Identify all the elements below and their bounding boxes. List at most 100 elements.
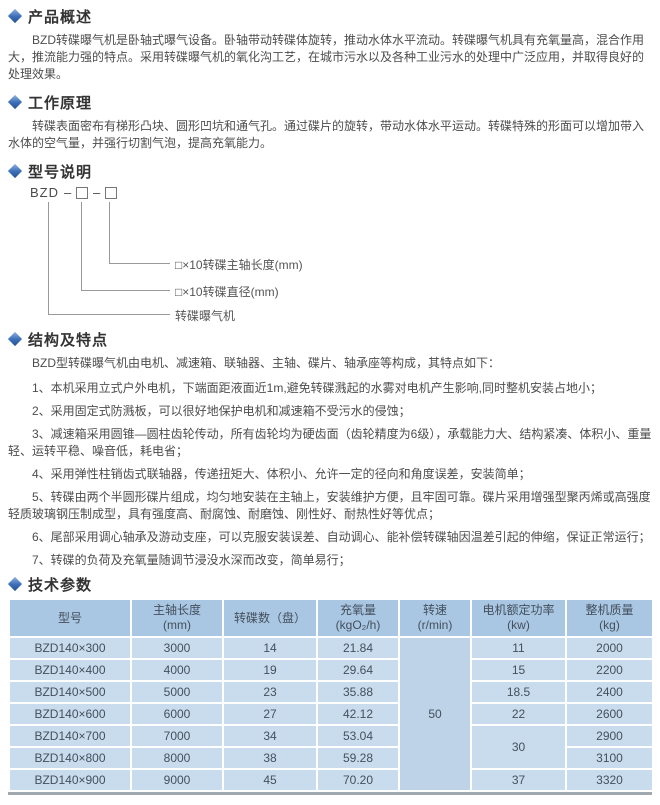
table-row: BZD140×600 6000 27 42.12 22 2600 [8,702,654,726]
col-header-mass: 整机质量 (kg) [565,598,654,638]
table-row: BZD140×800 8000 38 59.28 3100 [8,746,654,770]
connector-line [109,263,170,264]
section-header-specs: 技术参数 [7,575,652,594]
cell-power-merged: 30 [470,724,567,770]
cell-discs: 23 [222,680,318,704]
cell-oxygen: 53.04 [316,724,400,748]
diamond-bullet-icon [7,331,23,347]
connector-line [48,314,170,315]
diamond-bullet-icon [7,163,23,179]
connector-line [81,290,170,291]
cell-discs: 38 [222,746,318,770]
feature-item-4: 4、采用弹性柱销齿式联轴器，传递扭矩大、体积小、允许一定的径向和角度误差，安装简… [32,467,531,481]
cell-power: 15 [470,658,567,682]
connector-line [48,202,49,314]
cell-speed-merged: 50 [398,636,472,792]
model-prefix: BZD [30,185,59,200]
section-header-principle: 工作原理 [7,93,652,112]
feature-item-6: 6、尾部采用调心轴承及游动支座，可以克服安装误差、自动调心、能补偿转碟轴因温差引… [32,530,651,544]
cell-power: 22 [470,702,567,726]
cell-model: BZD140×700 [8,724,132,748]
model-label-diameter: □×10转碟直径(mm) [175,285,279,299]
features-intro: BZD型转碟曝气机由电机、减速箱、联轴器、主轴、碟片、轴承座等构成，其特点如下： [32,356,501,370]
section-header-overview: 产品概述 [7,7,652,26]
table-row: BZD140×900 9000 45 70.20 37 3320 [8,768,654,792]
section-title-specs: 技术参数 [28,576,93,594]
model-label-shaft-length: □×10转碟主轴长度(mm) [175,258,303,272]
cell-model: BZD140×400 [8,658,132,682]
cell-mass: 2000 [565,636,654,660]
diamond-bullet-icon [7,576,23,592]
section-title-principle: 工作原理 [28,94,93,112]
overview-paragraph: BZD转碟曝气机是卧轴式曝气设备。卧轴带动转碟体旋转，推动水体水平流动。转碟曝气… [8,33,645,81]
cell-mass: 2400 [565,680,654,704]
cell-shaft: 8000 [130,746,224,770]
cell-model: BZD140×600 [8,702,132,726]
cell-shaft: 5000 [130,680,224,704]
principle-paragraph: 转碟表面密布有梯形凸块、圆形凹坑和通气孔。通过碟片的旋转，带动水体水平运动。转碟… [8,119,645,150]
feature-item-1: 1、本机采用立式户外电机，下端面距液面近1m,避免转碟溅起的水雾对电机产生影响,… [32,381,603,395]
feature-item-3: 3、减速箱采用圆锥—圆柱齿轮传动，所有齿轮均为硬齿面（齿轮精度为6级），承载能力… [8,427,652,458]
col-header-shaft-length: 主轴长度 (mm) [130,598,224,638]
connector-line [109,202,110,263]
cell-discs: 14 [222,636,318,660]
cell-model: BZD140×800 [8,746,132,770]
cell-power: 18.5 [470,680,567,704]
col-header-speed: 转速 (r/min) [398,598,472,638]
section-header-features: 结构及特点 [7,330,652,349]
feature-item-2: 2、采用固定式防溅板，可以很好地保护电机和减速箱不受污水的侵蚀； [32,404,411,418]
model-field-box-shaft [105,187,117,199]
table-bottom-shadow [8,792,652,795]
diamond-bullet-icon [7,8,23,24]
cell-mass: 2200 [565,658,654,682]
table-header-row: 型号 主轴长度 (mm) 转碟数（盘） 充氧量 (kgO₂/h) 转速 (r/min)… [8,598,654,638]
cell-mass: 3320 [565,768,654,792]
col-header-motor-power: 电机额定功率 (kw) [470,598,567,638]
model-dash: – [93,185,102,200]
cell-power: 11 [470,636,567,660]
col-header-disc-count: 转碟数（盘） [222,598,318,638]
connector-line [81,202,82,290]
cell-oxygen: 29.64 [316,658,400,682]
cell-mass: 2600 [565,702,654,726]
diamond-bullet-icon [7,94,23,110]
table-row: BZD140×300 3000 14 21.84 50 11 2000 [8,636,654,792]
cell-shaft: 4000 [130,658,224,682]
table-row: BZD140×500 5000 23 35.88 18.5 2400 [8,680,654,704]
section-title-model: 型号说明 [28,163,93,181]
cell-shaft: 6000 [130,702,224,726]
col-header-oxygenation: 充氧量 (kgO₂/h) [316,598,400,638]
feature-item-7: 7、转碟的负荷及充氧量随调节浸没水深而改变，简单易行； [32,553,351,567]
technical-parameters-table: 型号 主轴长度 (mm) 转碟数（盘） 充氧量 (kgO₂/h) 转速 (r/min)… [8,598,654,792]
model-number-diagram: BZD – – □×10转碟主轴长度(mm) □×10转碟直径(mm) 转碟曝气… [8,182,652,328]
cell-model: BZD140×300 [8,636,132,660]
col-header-model: 型号 [8,598,132,638]
cell-discs: 34 [222,724,318,748]
section-title-features: 结构及特点 [28,331,109,349]
cell-model: BZD140×900 [8,768,132,792]
cell-mass: 3100 [565,746,654,770]
cell-mass: 2900 [565,724,654,748]
cell-oxygen: 42.12 [316,702,400,726]
model-dash: – [64,185,73,200]
cell-discs: 45 [222,768,318,792]
section-header-model: 型号说明 [7,162,652,181]
model-field-box-diameter [76,187,88,199]
cell-discs: 27 [222,702,318,726]
section-title-overview: 产品概述 [28,8,93,26]
model-label-machine: 转碟曝气机 [175,309,236,323]
cell-oxygen: 21.84 [316,636,400,660]
cell-power: 37 [470,768,567,792]
table-row: BZD140×700 7000 34 53.04 30 2900 [8,724,654,770]
cell-oxygen: 59.28 [316,746,400,770]
cell-discs: 19 [222,658,318,682]
cell-oxygen: 70.20 [316,768,400,792]
cell-shaft: 9000 [130,768,224,792]
feature-item-5: 5、转碟由两个半圆形碟片组成，均匀地安装在主轴上，安装维护方便，且牢固可靠。碟片… [8,490,651,521]
cell-oxygen: 35.88 [316,680,400,704]
table-row: BZD140×400 4000 19 29.64 15 2200 [8,658,654,682]
cell-shaft: 3000 [130,636,224,660]
cell-model: BZD140×500 [8,680,132,704]
cell-shaft: 7000 [130,724,224,748]
